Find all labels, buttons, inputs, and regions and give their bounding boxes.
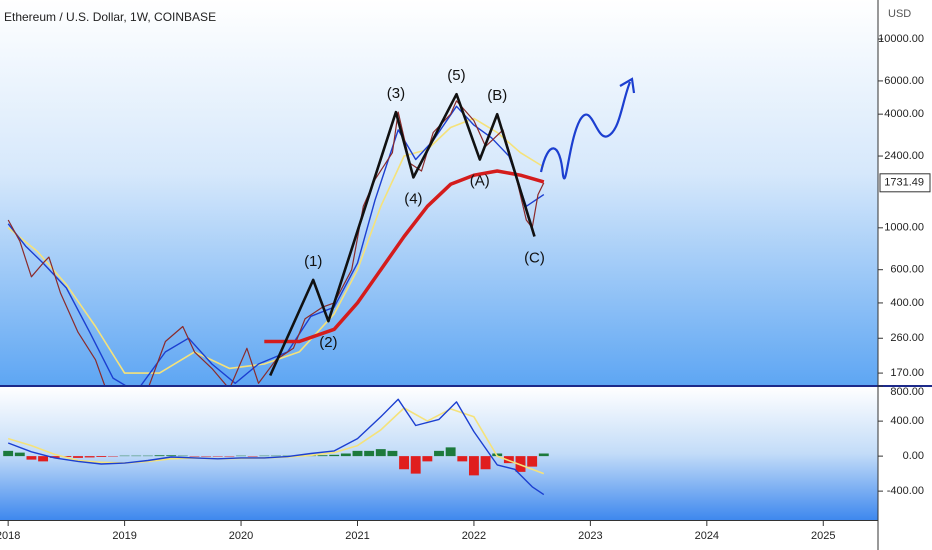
y-tick-label: 4000.00 [884, 108, 924, 120]
histogram-bar [515, 456, 526, 472]
projection-arrow [619, 77, 636, 94]
histogram-bar [61, 456, 72, 457]
x-tick-label: 2021 [345, 530, 369, 542]
macd-line [7, 398, 545, 496]
wave-label: (2) [319, 334, 337, 351]
histogram-bar [84, 456, 95, 458]
histogram-bar [154, 455, 165, 457]
y-tick-label: 400.00 [890, 415, 924, 427]
histogram-bar [445, 447, 456, 457]
y-tick-label: 1000.00 [884, 222, 924, 234]
y-tick-label: 260.00 [890, 332, 924, 344]
histogram-bar [14, 452, 25, 457]
y-tick-label: 2400.00 [884, 150, 924, 162]
y-tick-label: 600.00 [890, 264, 924, 276]
currency-label: USD [888, 8, 911, 20]
x-tick-label: 2024 [695, 530, 719, 542]
histogram-bar [329, 454, 340, 457]
histogram-bar [503, 456, 514, 464]
last-price-label: 1731.49 [884, 177, 924, 189]
histogram-bar [457, 456, 468, 462]
histogram-bar [434, 450, 444, 457]
histogram-bar [410, 456, 421, 474]
histogram-bar [364, 450, 375, 457]
histogram-bar [468, 456, 479, 476]
wave-label: (C) [524, 249, 545, 266]
histogram-bar [166, 455, 177, 457]
histogram-bar [317, 455, 328, 457]
histogram-bar [49, 456, 60, 458]
elliott-wave [269, 92, 536, 377]
histogram-bar [538, 453, 549, 457]
histogram-bar [527, 456, 538, 467]
x-tick-label: 2019 [112, 530, 136, 542]
histogram-bar [399, 456, 410, 470]
chart-title: Ethereum / U.S. Dollar, 1W, COINBASE [4, 10, 216, 24]
wave-label: (5) [447, 67, 465, 84]
wave-label: (4) [404, 190, 422, 207]
price-pane [0, 0, 878, 385]
projection-curve [539, 81, 632, 180]
histogram-bar [422, 456, 433, 462]
histogram-bar [340, 453, 351, 457]
y-tick-label: 170.00 [890, 367, 924, 379]
x-tick-label: 2022 [462, 530, 486, 542]
y-tick-label: 400.00 [890, 297, 924, 309]
histogram-bar [375, 449, 386, 457]
histogram-bar [387, 450, 398, 457]
x-tick-label: 2018 [0, 530, 20, 542]
wave-label: (B) [487, 87, 507, 104]
histogram-bar [352, 450, 363, 457]
wave-label: (A) [470, 172, 490, 189]
histogram-bar [73, 456, 83, 458]
histogram-bar [26, 456, 37, 460]
wave-label: (3) [387, 85, 405, 102]
last-price-box [879, 173, 931, 193]
y-tick-label: 6000.00 [884, 75, 924, 87]
y-tick-label: 800.00 [890, 386, 924, 398]
histogram-bar [3, 450, 14, 457]
y-tick-label: 0.00 [903, 450, 924, 462]
x-tick-label: 2025 [811, 530, 835, 542]
x-tick-label: 2020 [229, 530, 253, 542]
price-line [7, 100, 545, 385]
histogram-bar [96, 456, 107, 457]
x-tick-label: 2023 [578, 530, 602, 542]
histogram-bar [480, 456, 491, 470]
price-line [264, 169, 545, 344]
histogram-bar [38, 456, 49, 462]
wave-label: (1) [304, 253, 322, 270]
y-tick-label: 10000.00 [878, 33, 924, 45]
y-tick-label: -400.00 [887, 485, 924, 497]
